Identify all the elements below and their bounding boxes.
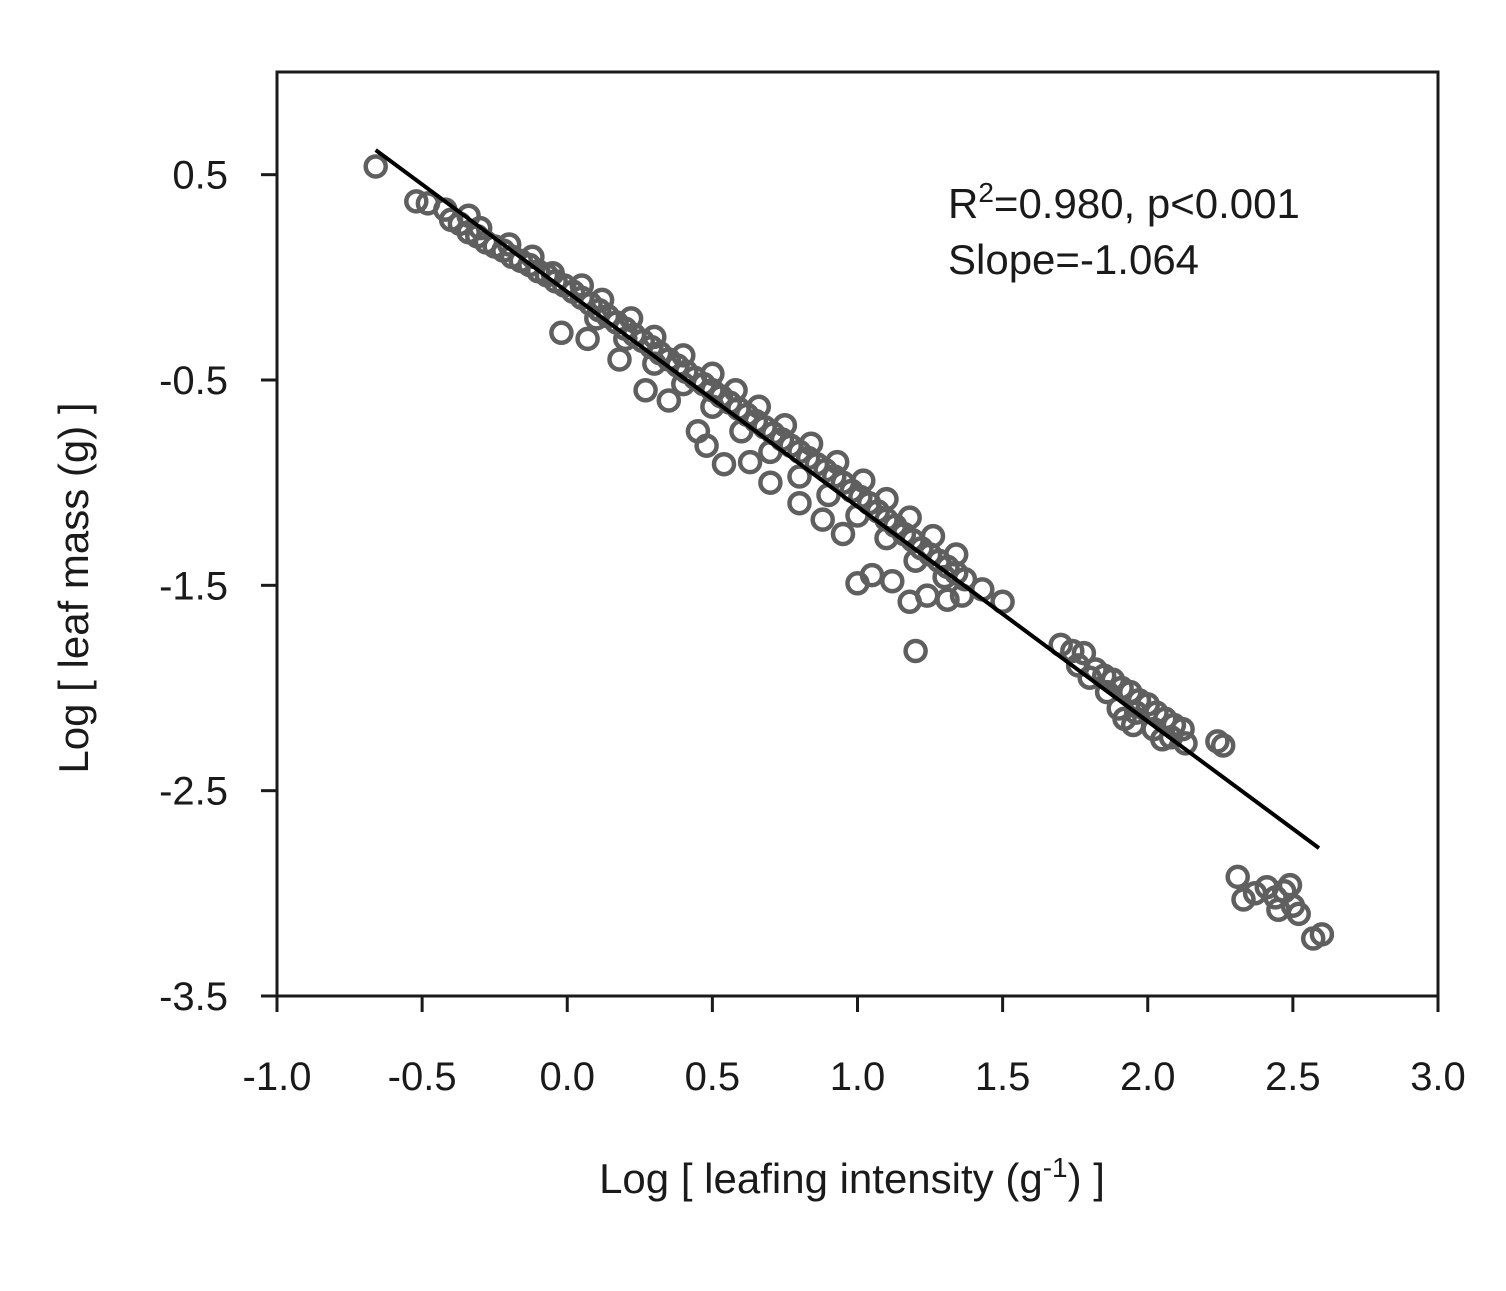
data-point: [787, 464, 812, 489]
data-point: [874, 486, 899, 512]
data-point: [810, 507, 835, 532]
data-point: [569, 273, 595, 298]
data-point: [970, 577, 995, 602]
data-point: [903, 638, 928, 664]
data-point: [496, 232, 522, 257]
data-point: [607, 347, 632, 372]
x-tick-label: 0.0: [539, 1055, 595, 1099]
data-point: [1094, 679, 1120, 705]
data-point: [575, 326, 600, 352]
y-axis-title: Log [ leaf mass (g) ]: [50, 402, 97, 773]
data-point: [642, 324, 667, 350]
data-point: [897, 505, 922, 530]
x-tick-label: 0.5: [685, 1055, 741, 1099]
data-point: [723, 378, 748, 403]
data-point: [830, 521, 856, 547]
data-point: [851, 468, 876, 493]
data-point: [363, 154, 388, 179]
annotation-r-squared: R2=0.980, p<0.001: [948, 177, 1300, 227]
data-point: [746, 394, 772, 419]
data-point: [772, 412, 798, 438]
x-tick-label: 3.0: [1410, 1055, 1466, 1099]
data-point: [880, 568, 905, 594]
data-point: [1123, 700, 1149, 725]
y-tick-label: -0.5: [159, 359, 228, 403]
annotation-slope: Slope=-1.064: [948, 236, 1199, 283]
data-point: [787, 490, 812, 516]
data-point: [549, 320, 574, 346]
x-tick-label: 2.0: [1120, 1055, 1176, 1099]
data-point: [943, 542, 969, 567]
axis-ticks: -1.0 -0.5 0.0 0.5 1.0 1.5 2.0 2.5 3.0 0.5 -0.5 -1.5…: [159, 154, 1466, 1099]
data-point: [824, 449, 850, 475]
data-point: [467, 215, 493, 241]
y-tick-label: -2.5: [159, 770, 228, 814]
data-point: [633, 378, 658, 403]
data-point: [798, 431, 824, 456]
x-tick-label: 2.5: [1265, 1055, 1321, 1099]
data-point: [1225, 864, 1250, 890]
data-point: [1286, 901, 1311, 927]
data-point: [694, 433, 719, 458]
data-point: [737, 449, 763, 475]
x-tick-label: -1.0: [243, 1055, 312, 1099]
y-tick-label: 0.5: [172, 154, 228, 198]
data-point: [1120, 712, 1146, 738]
x-tick-label: 1.0: [830, 1055, 886, 1099]
x-tick-label: -0.5: [388, 1055, 457, 1099]
x-axis-title: Log [ leafing intensity (g-1) ]: [599, 1152, 1105, 1202]
x-tick-label: 1.5: [975, 1055, 1031, 1099]
data-point: [671, 343, 696, 368]
regression-line: [374, 148, 1321, 850]
data-point: [758, 470, 783, 495]
y-tick-label: -1.5: [159, 564, 228, 608]
y-tick-label: -3.5: [159, 975, 228, 1019]
data-point: [1060, 638, 1085, 664]
data-point: [935, 587, 960, 612]
data-point: [1210, 733, 1236, 758]
data-point: [656, 388, 682, 413]
data-point: [1309, 922, 1335, 947]
data-point: [1071, 640, 1097, 666]
data-point: [404, 189, 429, 214]
data-point: [700, 361, 725, 387]
data-point: [920, 523, 946, 549]
data-point: [613, 326, 638, 352]
data-point: [711, 451, 737, 477]
data-point: [1077, 665, 1102, 690]
